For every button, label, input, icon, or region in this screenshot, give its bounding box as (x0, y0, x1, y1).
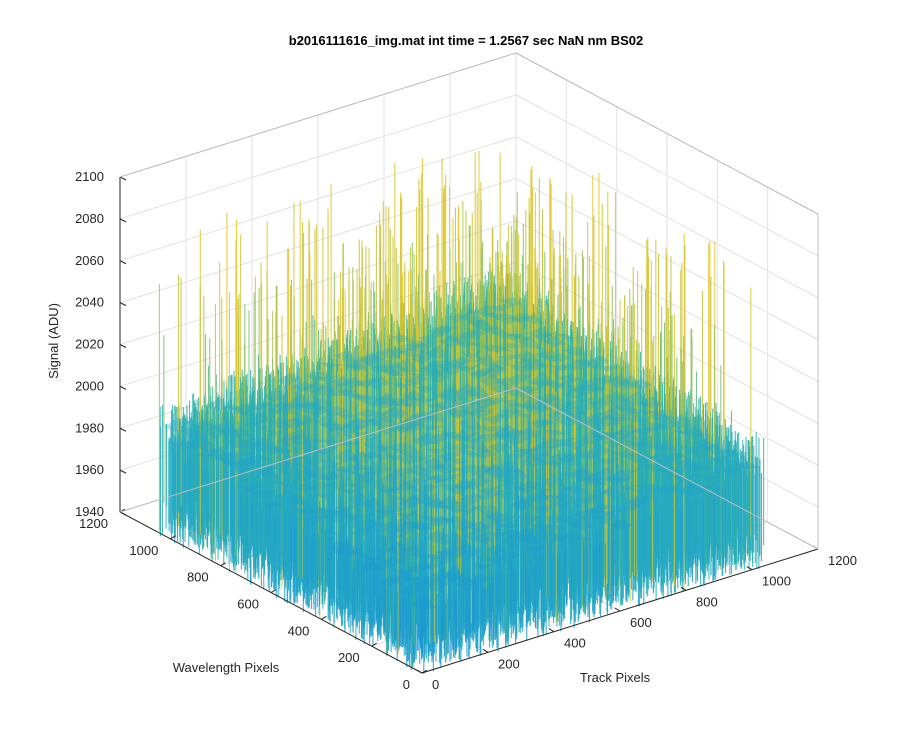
grid-line (515, 94, 819, 257)
grid-line (515, 136, 819, 299)
surface-plot (158, 150, 765, 675)
grid-line (119, 136, 517, 262)
grid-line (119, 94, 517, 220)
